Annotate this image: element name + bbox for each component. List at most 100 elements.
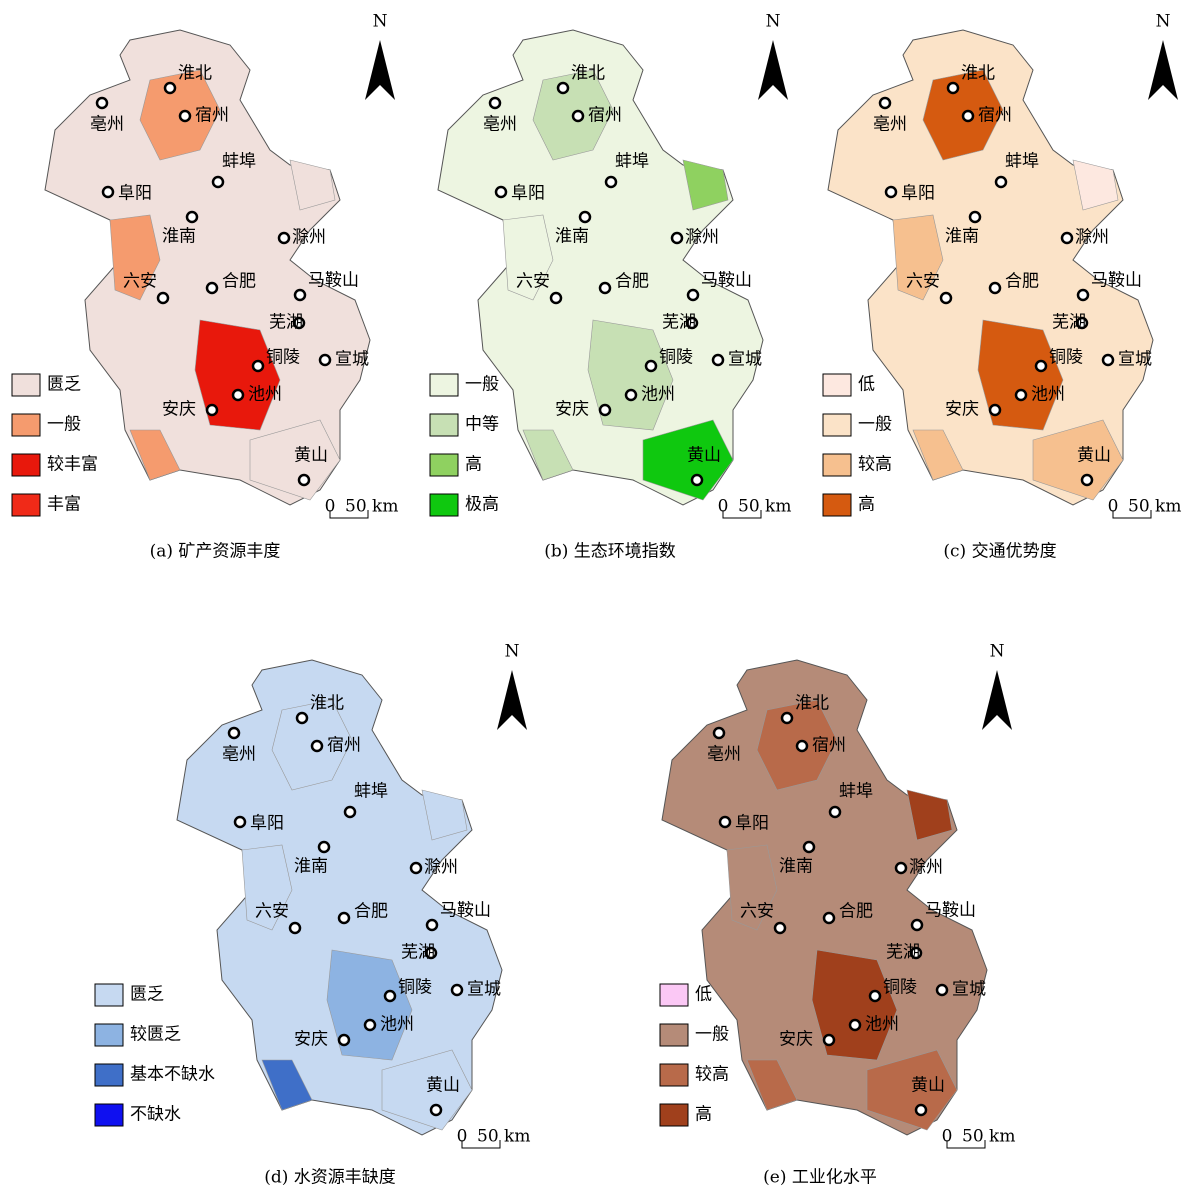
city-label: 六安 bbox=[516, 272, 550, 292]
north-arrow bbox=[497, 670, 527, 730]
city-marker bbox=[558, 83, 568, 93]
city-marker bbox=[103, 187, 113, 197]
city-label: 宣城 bbox=[1118, 350, 1152, 370]
city-label: 阜阳 bbox=[250, 814, 284, 834]
city-marker bbox=[600, 405, 610, 415]
legend-swatch bbox=[95, 1104, 123, 1126]
legend-swatch bbox=[12, 494, 40, 516]
city-marker bbox=[850, 1020, 860, 1030]
city-marker bbox=[782, 713, 792, 723]
legend-swatch bbox=[430, 494, 458, 516]
legend-swatch bbox=[12, 414, 40, 436]
city-label: 亳州 bbox=[483, 115, 517, 135]
city-label: 淮南 bbox=[779, 857, 813, 877]
city-label: 阜阳 bbox=[511, 184, 545, 204]
city-marker bbox=[824, 1035, 834, 1045]
legend-swatch bbox=[823, 374, 851, 396]
legend-label: 高 bbox=[858, 495, 875, 515]
city-marker bbox=[233, 390, 243, 400]
city-marker bbox=[551, 293, 561, 303]
legend-swatch bbox=[12, 454, 40, 476]
city-marker bbox=[207, 283, 217, 293]
city-marker bbox=[158, 293, 168, 303]
city-label: 马鞍山 bbox=[440, 901, 491, 921]
caption: (d) 水资源丰缺度 bbox=[264, 1168, 396, 1188]
city-marker bbox=[970, 212, 980, 222]
legend-label: 一般 bbox=[465, 375, 499, 395]
city-label: 马鞍山 bbox=[925, 901, 976, 921]
scale-zero: 0 bbox=[942, 1127, 953, 1147]
city-marker bbox=[427, 920, 437, 930]
legend-label: 较丰富 bbox=[47, 455, 98, 475]
legend-swatch bbox=[660, 1024, 688, 1046]
city-marker bbox=[295, 290, 305, 300]
city-marker bbox=[1103, 355, 1113, 365]
city-label: 淮北 bbox=[961, 64, 995, 84]
north-arrow bbox=[758, 40, 788, 100]
city-marker bbox=[235, 817, 245, 827]
city-marker bbox=[229, 728, 239, 738]
city-marker bbox=[720, 817, 730, 827]
city-label: 安庆 bbox=[294, 1030, 328, 1050]
city-label: 蚌埠 bbox=[222, 152, 256, 172]
city-label: 宣城 bbox=[335, 350, 369, 370]
city-label: 黄山 bbox=[426, 1076, 460, 1096]
city-marker bbox=[299, 475, 309, 485]
city-marker bbox=[996, 177, 1006, 187]
city-label: 铜陵 bbox=[883, 978, 917, 998]
city-label: 亳州 bbox=[707, 745, 741, 765]
legend-label: 一般 bbox=[858, 415, 892, 435]
city-marker bbox=[990, 283, 1000, 293]
city-label: 池州 bbox=[865, 1015, 899, 1035]
city-label: 滁州 bbox=[292, 228, 326, 248]
city-label: 铜陵 bbox=[1049, 348, 1083, 368]
map-panel: N050 km淮北亳州宿州阜阳蚌埠淮南滁州六安合肥马鞍山芜湖宣城铜陵池州安庆黄山 bbox=[45, 12, 398, 519]
city-label: 芜湖 bbox=[401, 943, 435, 963]
city-marker bbox=[775, 923, 785, 933]
caption: (a) 矿产资源丰度 bbox=[150, 542, 281, 562]
north-label: N bbox=[373, 12, 388, 32]
city-marker bbox=[345, 807, 355, 817]
city-label: 阜阳 bbox=[735, 814, 769, 834]
city-label: 合肥 bbox=[354, 902, 388, 922]
city-label: 池州 bbox=[248, 385, 282, 405]
legend-swatch bbox=[430, 374, 458, 396]
city-label: 马鞍山 bbox=[701, 271, 752, 291]
city-label: 宣城 bbox=[467, 980, 501, 1000]
city-marker bbox=[713, 355, 723, 365]
city-label: 蚌埠 bbox=[354, 782, 388, 802]
city-marker bbox=[213, 177, 223, 187]
city-label: 芜湖 bbox=[662, 313, 696, 333]
city-label: 安庆 bbox=[555, 400, 589, 420]
city-label: 淮南 bbox=[945, 227, 979, 247]
city-marker bbox=[297, 713, 307, 723]
city-marker bbox=[870, 991, 880, 1001]
legend-label: 基本不缺水 bbox=[130, 1065, 215, 1085]
scale-label: 50 km bbox=[1128, 497, 1181, 517]
city-label: 亳州 bbox=[222, 745, 256, 765]
legend-label: 较匮乏 bbox=[130, 1025, 181, 1045]
map-panel: N050 km淮北亳州宿州阜阳蚌埠淮南滁州六安合肥马鞍山芜湖宣城铜陵池州安庆黄山 bbox=[828, 12, 1181, 519]
legend-swatch bbox=[95, 984, 123, 1006]
city-label: 淮北 bbox=[310, 694, 344, 714]
city-marker bbox=[688, 290, 698, 300]
city-label: 芜湖 bbox=[886, 943, 920, 963]
city-label: 淮南 bbox=[294, 857, 328, 877]
city-label: 阜阳 bbox=[118, 184, 152, 204]
city-marker bbox=[165, 83, 175, 93]
city-label: 宿州 bbox=[978, 106, 1012, 126]
city-label: 六安 bbox=[740, 902, 774, 922]
city-label: 宿州 bbox=[195, 106, 229, 126]
legend-label: 匮乏 bbox=[47, 375, 81, 395]
city-marker bbox=[916, 1105, 926, 1115]
city-marker bbox=[948, 83, 958, 93]
scale-label: 50 km bbox=[345, 497, 398, 517]
legend-swatch bbox=[660, 1064, 688, 1086]
caption: (e) 工业化水平 bbox=[763, 1168, 877, 1188]
city-label: 芜湖 bbox=[1052, 313, 1086, 333]
scale-label: 50 km bbox=[962, 1127, 1015, 1147]
city-marker bbox=[207, 405, 217, 415]
city-label: 淮北 bbox=[178, 64, 212, 84]
caption: (c) 交通优势度 bbox=[943, 542, 1056, 562]
city-marker bbox=[312, 741, 322, 751]
